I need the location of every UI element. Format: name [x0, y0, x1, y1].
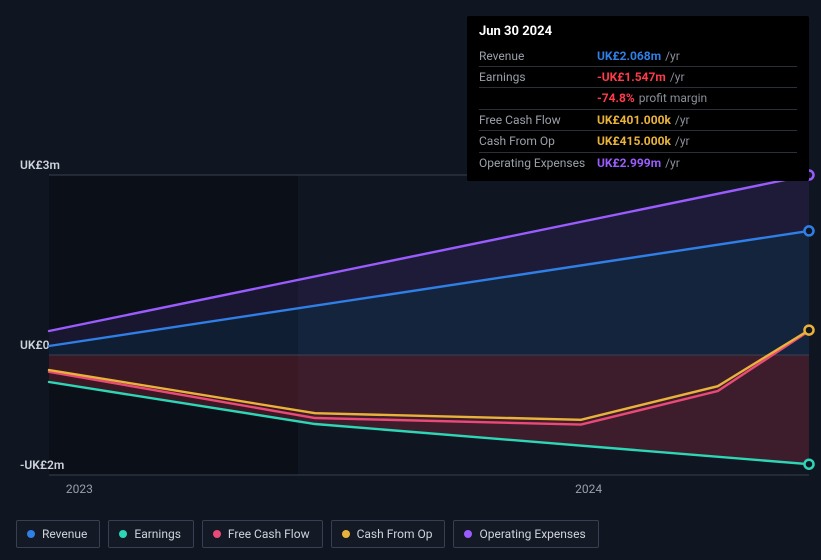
- legend-label: Cash From Op: [357, 527, 433, 541]
- revenue-end-marker: [805, 226, 814, 235]
- legend-item-earnings[interactable]: Earnings: [108, 520, 194, 548]
- tooltip-row: Operating ExpensesUK£2.999m/yr: [479, 152, 797, 173]
- y-tick-label: -UK£2m: [20, 458, 64, 472]
- legend-dot: [464, 530, 472, 538]
- legend-item-opex[interactable]: Operating Expenses: [453, 520, 598, 548]
- y-tick-label: UK£3m: [20, 158, 60, 172]
- tooltip-row-label: [479, 91, 597, 105]
- tooltip-row-value: -UK£1.547m/yr: [597, 70, 685, 84]
- tooltip-row-label: Earnings: [479, 70, 597, 84]
- tooltip-row: Earnings-UK£1.547m/yr: [479, 66, 797, 87]
- tooltip-row: Cash From OpUK£415.000k/yr: [479, 130, 797, 151]
- chart-legend: Revenue Earnings Free Cash Flow Cash From O…: [16, 520, 599, 548]
- legend-label: Earnings: [134, 527, 181, 541]
- tooltip-row-value: UK£401.000k/yr: [597, 113, 690, 127]
- x-tick-label: 2024: [575, 482, 602, 496]
- legend-dot: [27, 530, 35, 538]
- tooltip-row-label: Revenue: [479, 49, 597, 63]
- tooltip-row-value: UK£415.000k/yr: [597, 134, 690, 148]
- earnings-end-marker: [805, 460, 814, 469]
- chart-tooltip: Jun 30 2024 RevenueUK£2.068m/yrEarnings-…: [467, 16, 809, 181]
- legend-item-cfo[interactable]: Cash From Op: [331, 520, 446, 548]
- legend-item-fcf[interactable]: Free Cash Flow: [202, 520, 323, 548]
- tooltip-date: Jun 30 2024: [479, 24, 797, 40]
- tooltip-row-label: Cash From Op: [479, 134, 597, 148]
- legend-dot: [342, 530, 350, 538]
- tooltip-row-value: UK£2.999m/yr: [597, 156, 680, 170]
- x-tick-label: 2023: [66, 482, 93, 496]
- tooltip-row: -74.8%profit margin: [479, 87, 797, 108]
- legend-label: Free Cash Flow: [228, 527, 310, 541]
- tooltip-row-value: UK£2.068m/yr: [597, 49, 680, 63]
- tooltip-row: RevenueUK£2.068m/yr: [479, 46, 797, 66]
- y-tick-label: UK£0: [20, 338, 50, 352]
- tooltip-row-label: Free Cash Flow: [479, 113, 597, 127]
- tooltip-row-value: -74.8%profit margin: [597, 91, 707, 105]
- legend-item-revenue[interactable]: Revenue: [16, 520, 100, 548]
- tooltip-row-label: Operating Expenses: [479, 156, 597, 170]
- legend-dot: [213, 530, 221, 538]
- cfo-end-marker: [805, 326, 814, 335]
- tooltip-row: Free Cash FlowUK£401.000k/yr: [479, 109, 797, 130]
- legend-label: Revenue: [42, 527, 87, 541]
- legend-label: Operating Expenses: [479, 527, 585, 541]
- legend-dot: [119, 530, 127, 538]
